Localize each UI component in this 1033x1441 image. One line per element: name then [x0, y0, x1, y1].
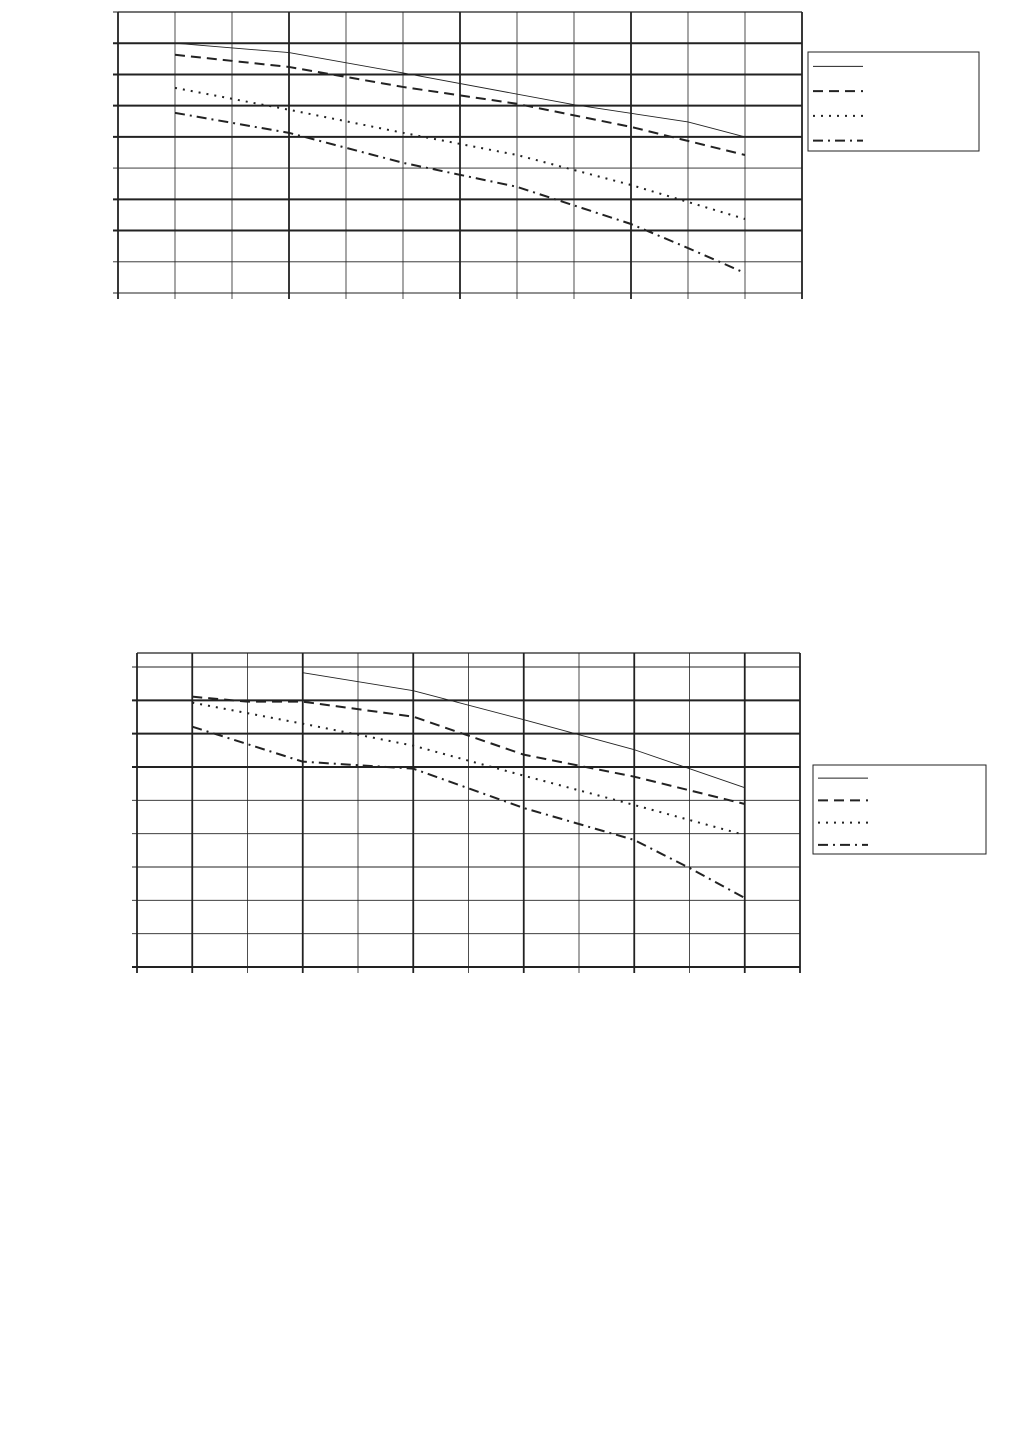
series-line-2-dashed	[192, 695, 745, 805]
series-line-2-dashed	[174, 53, 746, 156]
series-line-4-dash-dot	[174, 111, 746, 274]
grid	[132, 652, 801, 973]
legend-box	[807, 51, 980, 152]
legend	[807, 51, 980, 152]
series-line-4-dash-dot	[191, 725, 746, 899]
legend-box	[812, 764, 987, 855]
chart-2	[132, 652, 987, 973]
series-line-1-solid	[302, 672, 745, 789]
legend	[812, 764, 987, 855]
series-line-3-dotted	[192, 701, 746, 836]
series-line-1-solid	[174, 42, 746, 138]
grid	[113, 11, 803, 299]
chart-1	[113, 11, 980, 299]
series-line-3-dotted	[174, 86, 746, 220]
